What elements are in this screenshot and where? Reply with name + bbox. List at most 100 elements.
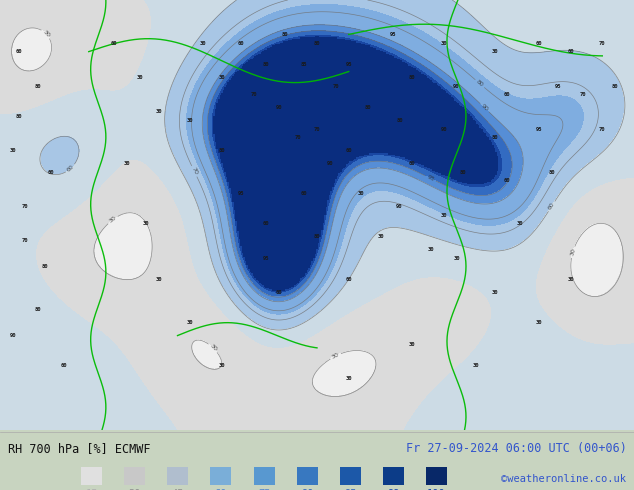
Text: 30: 30 bbox=[143, 221, 149, 226]
Text: 90: 90 bbox=[396, 204, 403, 209]
Text: 60: 60 bbox=[547, 202, 556, 211]
Text: 75: 75 bbox=[258, 489, 270, 490]
Text: 45: 45 bbox=[172, 489, 184, 490]
Text: 70: 70 bbox=[599, 126, 605, 132]
Text: 30: 30 bbox=[409, 342, 415, 347]
Text: 60: 60 bbox=[276, 290, 282, 295]
Text: 95: 95 bbox=[536, 126, 542, 132]
Text: 30: 30 bbox=[472, 363, 479, 368]
Text: 80: 80 bbox=[219, 148, 225, 153]
Bar bbox=[167, 467, 188, 485]
Text: 95: 95 bbox=[555, 83, 561, 89]
Text: 60: 60 bbox=[504, 92, 510, 97]
Text: 85: 85 bbox=[301, 62, 307, 67]
Text: 80: 80 bbox=[409, 75, 415, 80]
Text: 30: 30 bbox=[346, 376, 352, 381]
Text: 60: 60 bbox=[215, 489, 227, 490]
Text: 80: 80 bbox=[314, 234, 320, 239]
Text: 70: 70 bbox=[190, 167, 198, 176]
Text: 80: 80 bbox=[282, 32, 288, 37]
Text: 70: 70 bbox=[580, 92, 586, 97]
Text: 80: 80 bbox=[16, 114, 22, 119]
Text: 80: 80 bbox=[314, 41, 320, 46]
Text: 60: 60 bbox=[111, 41, 117, 46]
Text: 30: 30 bbox=[428, 247, 434, 252]
Bar bbox=[297, 467, 318, 485]
Text: 80: 80 bbox=[612, 83, 618, 89]
Text: 30: 30 bbox=[219, 363, 225, 368]
Text: 30: 30 bbox=[377, 234, 384, 239]
Text: 60: 60 bbox=[409, 161, 415, 166]
Text: 80: 80 bbox=[35, 307, 41, 312]
Text: 70: 70 bbox=[22, 204, 29, 209]
Text: 90: 90 bbox=[453, 83, 460, 89]
Text: 30: 30 bbox=[187, 118, 193, 123]
Text: ©weatheronline.co.uk: ©weatheronline.co.uk bbox=[501, 474, 626, 484]
Text: 95: 95 bbox=[263, 256, 269, 261]
Text: 30: 30 bbox=[129, 489, 141, 490]
Text: 90: 90 bbox=[301, 489, 313, 490]
Text: 95: 95 bbox=[238, 191, 244, 196]
Bar bbox=[426, 467, 447, 485]
Text: 60: 60 bbox=[48, 170, 54, 174]
Text: 30: 30 bbox=[219, 75, 225, 80]
Text: 30: 30 bbox=[453, 256, 460, 261]
Text: 30: 30 bbox=[441, 213, 447, 218]
Text: 60: 60 bbox=[16, 49, 22, 54]
Text: 60: 60 bbox=[263, 221, 269, 226]
Text: 30: 30 bbox=[536, 320, 542, 325]
Text: 70: 70 bbox=[314, 126, 320, 132]
Text: 95: 95 bbox=[426, 174, 436, 182]
Text: 30: 30 bbox=[187, 320, 193, 325]
Text: 60: 60 bbox=[567, 49, 574, 54]
Text: 100: 100 bbox=[427, 489, 446, 490]
Text: 80: 80 bbox=[41, 264, 48, 269]
Text: 60: 60 bbox=[66, 164, 75, 173]
Text: 80: 80 bbox=[35, 83, 41, 89]
Text: 30: 30 bbox=[358, 191, 365, 196]
Text: 90: 90 bbox=[10, 333, 16, 338]
Text: 95: 95 bbox=[390, 32, 396, 37]
Bar bbox=[81, 467, 102, 485]
Text: 90: 90 bbox=[327, 161, 333, 166]
Text: 30: 30 bbox=[491, 49, 498, 54]
Text: 60: 60 bbox=[536, 41, 542, 46]
Text: 60: 60 bbox=[504, 178, 510, 183]
Bar bbox=[254, 467, 275, 485]
Text: 80: 80 bbox=[476, 79, 484, 88]
Text: 30: 30 bbox=[155, 109, 162, 114]
Text: 80: 80 bbox=[263, 62, 269, 67]
Text: 30: 30 bbox=[331, 352, 340, 360]
Bar bbox=[340, 467, 361, 485]
Text: 99: 99 bbox=[387, 489, 399, 490]
Text: 30: 30 bbox=[42, 29, 51, 38]
Text: 70: 70 bbox=[599, 41, 605, 46]
Bar bbox=[383, 467, 404, 485]
Text: RH 700 hPa [%] ECMWF: RH 700 hPa [%] ECMWF bbox=[8, 442, 150, 455]
Text: 95: 95 bbox=[344, 489, 356, 490]
Text: 30: 30 bbox=[136, 75, 143, 80]
Text: 30: 30 bbox=[569, 248, 576, 257]
Text: 30: 30 bbox=[209, 343, 217, 352]
Text: 30: 30 bbox=[517, 221, 523, 226]
Text: 70: 70 bbox=[333, 83, 339, 89]
Text: 90: 90 bbox=[276, 105, 282, 110]
Text: 30: 30 bbox=[200, 41, 206, 46]
Text: 15: 15 bbox=[86, 489, 98, 490]
Text: 95: 95 bbox=[346, 62, 352, 67]
Text: 60: 60 bbox=[346, 277, 352, 282]
Text: 30: 30 bbox=[108, 216, 117, 224]
Bar bbox=[124, 467, 145, 485]
Text: 70: 70 bbox=[295, 135, 301, 140]
Text: 60: 60 bbox=[60, 363, 67, 368]
Text: 30: 30 bbox=[491, 290, 498, 295]
Text: 30: 30 bbox=[10, 148, 16, 153]
Text: 80: 80 bbox=[365, 105, 371, 110]
Bar bbox=[210, 467, 231, 485]
Text: 60: 60 bbox=[301, 191, 307, 196]
Text: 60: 60 bbox=[238, 41, 244, 46]
Text: 80: 80 bbox=[460, 170, 466, 174]
Text: 30: 30 bbox=[441, 41, 447, 46]
Text: 80: 80 bbox=[548, 170, 555, 174]
Text: 70: 70 bbox=[250, 92, 257, 97]
